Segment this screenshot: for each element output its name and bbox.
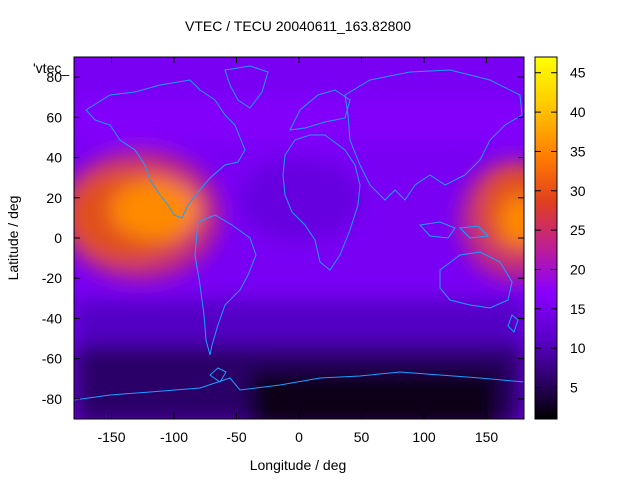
colorbar-tick-label: 30 xyxy=(570,183,586,199)
x-tick-label: 100 xyxy=(412,429,436,445)
x-tick-label: 50 xyxy=(354,429,370,445)
colorbar-tick-label: 5 xyxy=(570,380,578,396)
y-tick-label: 40 xyxy=(46,150,62,166)
x-tick-label: 0 xyxy=(295,429,303,445)
x-tick-label: -100 xyxy=(160,429,188,445)
x-tick-label: -50 xyxy=(226,429,246,445)
y-tick-label: -40 xyxy=(42,310,62,326)
y-axis-label: Latitude / deg xyxy=(5,196,21,281)
y-tick-label: -80 xyxy=(42,391,62,407)
y-tick-label: -60 xyxy=(42,351,62,367)
colorbar-tick-label: 10 xyxy=(570,340,586,356)
y-tick-label: 80 xyxy=(46,69,62,85)
colorbar-tick-label: 25 xyxy=(570,222,586,238)
colorbar-ticks: 5 10 15 20 25 30 35 40 45 xyxy=(535,65,586,396)
y-tick-label: 60 xyxy=(46,109,62,125)
x-axis: -150 -100 -50 0 50 100 150 xyxy=(97,57,498,445)
colorbar-tick-label: 15 xyxy=(570,301,586,317)
y-tick-label: -20 xyxy=(42,270,62,286)
x-tick-label: 150 xyxy=(475,429,499,445)
x-axis-label: Longitude / deg xyxy=(250,457,347,473)
colorbar-tick-label: 20 xyxy=(570,261,586,277)
colorbar-tick-label: 45 xyxy=(570,65,586,81)
coastlines xyxy=(74,65,524,401)
y-tick-label: 0 xyxy=(54,230,62,246)
heatmap-field xyxy=(74,57,524,419)
legend-label: 'vtec_ xyxy=(33,60,69,76)
colorbar-tick-label: 35 xyxy=(570,143,586,159)
y-tick-label: 20 xyxy=(46,190,62,206)
x-tick-label: -150 xyxy=(97,429,125,445)
colorbar xyxy=(534,56,558,420)
y-axis: -80 -60 -40 -20 0 20 40 60 80 xyxy=(42,69,524,407)
colorbar-tick-label: 40 xyxy=(570,104,586,120)
chart-title: VTEC / TECU 20040611_163.82800 xyxy=(185,18,411,34)
